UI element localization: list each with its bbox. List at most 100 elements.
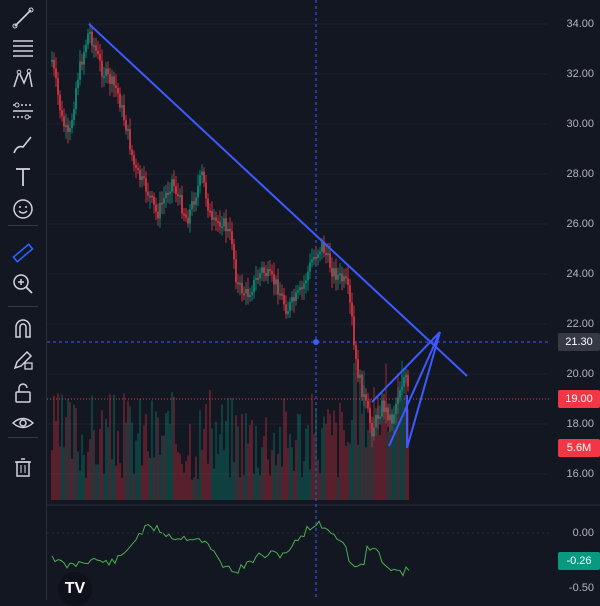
volume-bar bbox=[237, 426, 239, 500]
volume-bar bbox=[81, 434, 83, 500]
volume-bar bbox=[407, 409, 409, 500]
volume-bar bbox=[303, 461, 305, 500]
volume-bar bbox=[231, 398, 233, 500]
candle-body bbox=[169, 191, 171, 194]
candle-body bbox=[345, 276, 347, 279]
volume-bar bbox=[73, 404, 75, 500]
ruler-tool-button[interactable] bbox=[6, 238, 40, 268]
volume-bar bbox=[285, 411, 287, 500]
candle-body bbox=[73, 109, 75, 120]
candle-body bbox=[157, 211, 159, 219]
volume-bar bbox=[379, 434, 381, 500]
emoji-tool-button[interactable] bbox=[6, 194, 40, 224]
candle-body bbox=[59, 94, 61, 111]
volume-bar bbox=[59, 446, 61, 500]
candle-body bbox=[323, 241, 325, 254]
candle-body bbox=[359, 374, 361, 379]
indicator-line bbox=[51, 520, 410, 577]
forecast-tool-button[interactable] bbox=[6, 96, 40, 126]
volume-bar bbox=[213, 468, 215, 500]
crosshair-dot bbox=[313, 339, 319, 345]
candle-body bbox=[273, 274, 275, 285]
volume-bar bbox=[137, 433, 139, 500]
candle-body bbox=[243, 293, 245, 296]
pattern-tool-button[interactable] bbox=[6, 64, 40, 94]
candle-body bbox=[229, 228, 231, 232]
candle-body bbox=[207, 198, 209, 211]
chart-area[interactable]: 34.00 32.00 30.00 28.00 26.00 24.00 22.00 20.00… bbox=[47, 0, 600, 600]
price-axis-label: 28.00 bbox=[566, 168, 594, 180]
candle-body bbox=[79, 61, 81, 80]
volume-bar bbox=[165, 413, 167, 500]
candle-body bbox=[241, 282, 243, 294]
horizontal-lines-tool-button[interactable] bbox=[6, 33, 40, 63]
volume-bar bbox=[147, 451, 149, 500]
volume-bar bbox=[79, 470, 81, 500]
volume-bar bbox=[127, 400, 129, 500]
brush-tool-button[interactable] bbox=[6, 130, 40, 160]
candle-body bbox=[253, 279, 255, 293]
volume-bar bbox=[89, 439, 91, 500]
volume-bar bbox=[207, 463, 209, 500]
candle-body bbox=[325, 253, 327, 256]
volume-bar bbox=[211, 428, 213, 500]
candle-body bbox=[135, 164, 137, 168]
eye-tool-button[interactable] bbox=[6, 408, 40, 438]
volume-bar bbox=[337, 477, 339, 500]
candle-body bbox=[387, 407, 389, 421]
candle-body bbox=[319, 251, 321, 255]
volume-bar bbox=[347, 442, 349, 500]
candle-body bbox=[403, 377, 405, 387]
candle-body bbox=[173, 179, 175, 187]
candle-body bbox=[351, 302, 353, 317]
trash-tool-button[interactable] bbox=[6, 452, 40, 482]
candle-body bbox=[101, 60, 103, 77]
candle-body bbox=[209, 210, 211, 213]
candle-body bbox=[301, 287, 303, 290]
volume-bar bbox=[145, 414, 147, 500]
candle-body bbox=[297, 290, 299, 293]
volume-bar bbox=[335, 422, 337, 500]
candle-body bbox=[383, 400, 385, 413]
volume-bar bbox=[371, 430, 373, 500]
candle-body bbox=[175, 186, 177, 195]
zoom-in-tool-button[interactable] bbox=[6, 269, 40, 299]
volume-bar bbox=[119, 463, 121, 500]
emoji-icon bbox=[13, 199, 33, 219]
volume-bar bbox=[219, 434, 221, 500]
text-icon bbox=[16, 168, 30, 186]
zoom-in-icon bbox=[13, 274, 33, 294]
volume-bar bbox=[251, 420, 253, 500]
volume-bar bbox=[69, 402, 71, 500]
candle-body bbox=[407, 375, 409, 387]
candle-body bbox=[77, 79, 79, 89]
candle-body bbox=[191, 201, 193, 210]
volume-bar bbox=[181, 464, 183, 500]
magnet-tool-button[interactable] bbox=[6, 314, 40, 344]
price-chart[interactable] bbox=[47, 0, 600, 600]
volume-bar bbox=[311, 393, 313, 500]
price-axis-label: 20.00 bbox=[566, 368, 594, 380]
text-tool-button[interactable] bbox=[6, 162, 40, 192]
volume-bar bbox=[367, 429, 369, 500]
unlock-tool-button[interactable] bbox=[6, 378, 40, 408]
volume-bar bbox=[121, 477, 123, 500]
crosshair-price-badge: 21.30 bbox=[558, 333, 600, 351]
volume-bar bbox=[323, 416, 325, 500]
pencil-lock-tool-button[interactable] bbox=[6, 345, 40, 375]
indicator-value-badge: -0.26 bbox=[558, 552, 600, 570]
candle-body bbox=[85, 44, 87, 53]
trend-line-tool-button[interactable] bbox=[6, 3, 40, 33]
candle-body bbox=[307, 271, 309, 281]
volume-bar bbox=[83, 454, 85, 500]
candle-body bbox=[343, 276, 345, 282]
candle-body bbox=[213, 217, 215, 220]
candle-body bbox=[373, 427, 375, 437]
candle-body bbox=[187, 217, 189, 224]
candle-body bbox=[141, 176, 143, 181]
volume-bar bbox=[177, 451, 179, 500]
volume-bar bbox=[301, 477, 303, 500]
candle-body bbox=[93, 45, 95, 48]
candle-body bbox=[89, 31, 91, 34]
volume-bar bbox=[209, 390, 211, 500]
